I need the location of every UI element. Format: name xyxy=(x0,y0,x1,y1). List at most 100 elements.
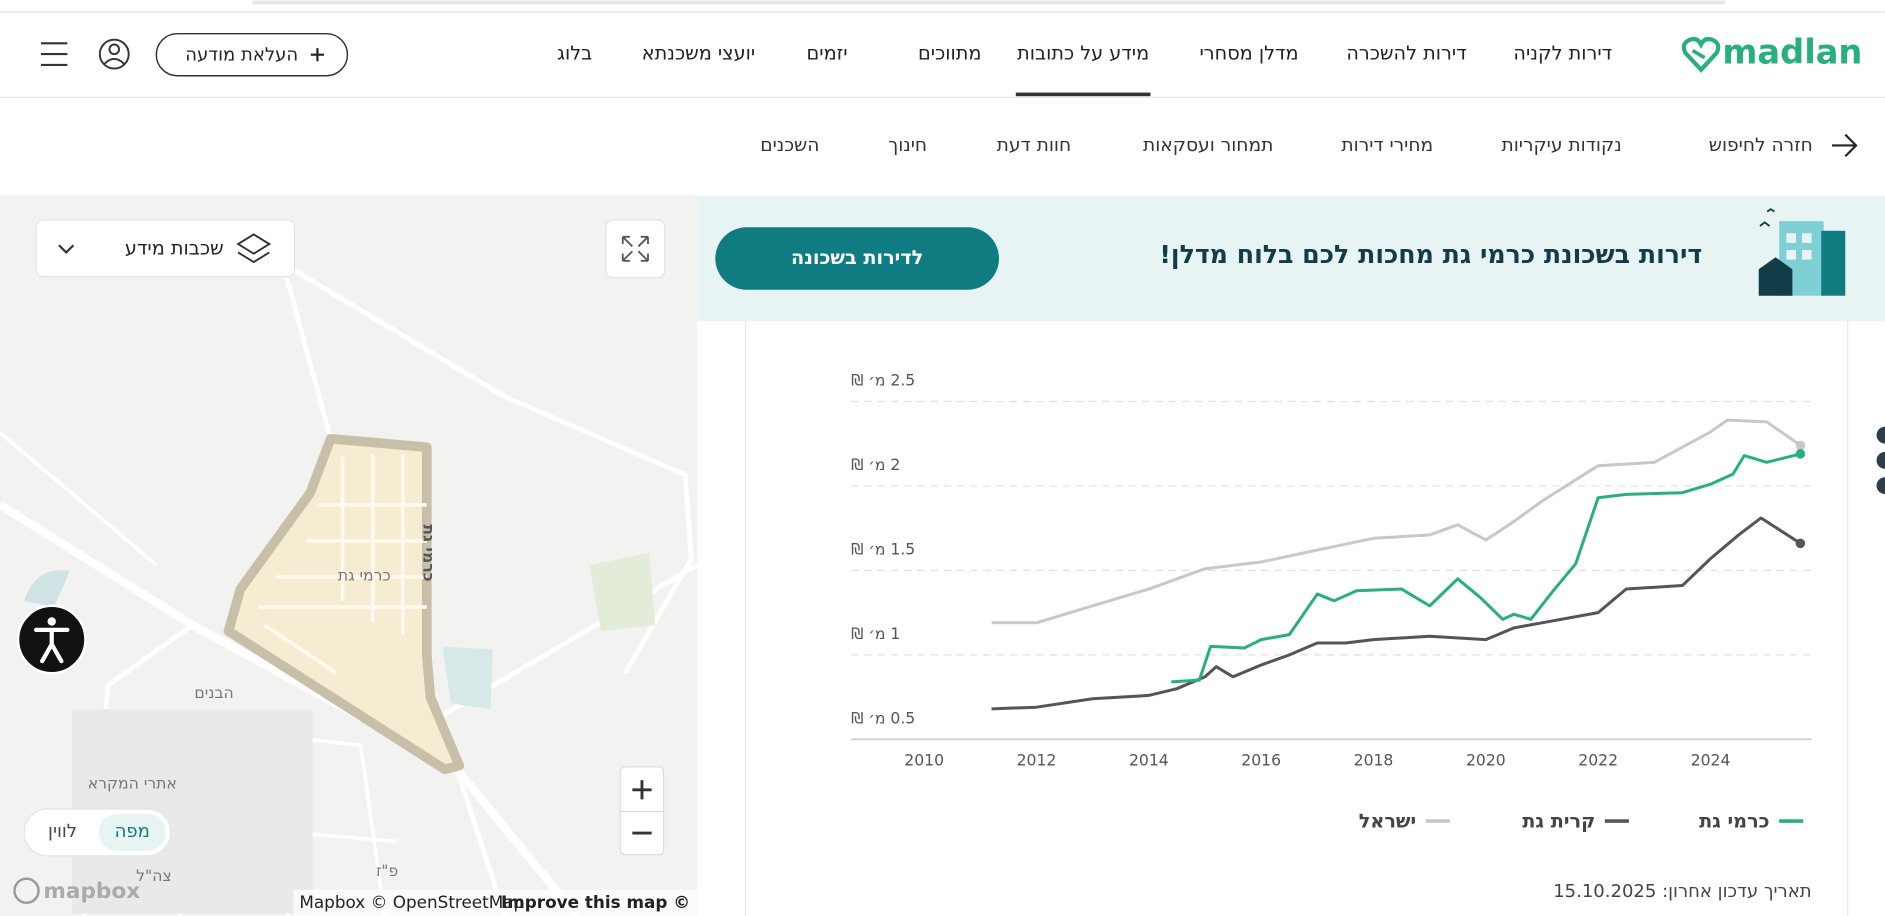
dot-nav[interactable] xyxy=(1876,451,1885,469)
banner-button-label: לדירות בשכונה xyxy=(791,246,923,269)
layers-box xyxy=(35,219,296,278)
accessibility-button[interactable] xyxy=(16,604,87,675)
end-dot xyxy=(1795,538,1806,549)
neighborhood-streets xyxy=(258,454,427,675)
nav-item[interactable]: דירות לקניה xyxy=(1513,42,1612,65)
series-line xyxy=(991,418,1802,625)
road xyxy=(81,239,699,916)
x-tick-label: 2016 xyxy=(1241,751,1281,769)
attribution-bg xyxy=(293,889,698,916)
y-tick-label: 2 מ׳ ₪ xyxy=(851,456,900,474)
tab[interactable]: חינוך xyxy=(888,135,927,156)
x-tick-label: 2012 xyxy=(1017,751,1057,769)
dot-nav[interactable] xyxy=(1876,426,1885,444)
toggle-satellite[interactable]: לווין xyxy=(48,821,77,842)
nav-item[interactable]: מתווכים xyxy=(918,42,981,65)
post-button-bg xyxy=(155,32,349,77)
series-line xyxy=(1171,452,1801,684)
logo-text: madlan xyxy=(1722,33,1862,72)
back-link[interactable]: חזרה לחיפוש xyxy=(1709,135,1813,156)
user-head xyxy=(108,43,121,56)
attribution[interactable]: Mapbox © OpenStreetMap xyxy=(299,892,524,912)
house xyxy=(1758,257,1793,296)
end-dot xyxy=(1795,440,1806,451)
subnav xyxy=(0,98,1885,195)
chevron xyxy=(58,244,75,254)
user-circle xyxy=(98,38,130,70)
banner-text: דירות בשכונת כרמי גת מחכות לכם בלוח מדלן… xyxy=(1159,240,1702,269)
user-icon[interactable] xyxy=(98,38,130,70)
park xyxy=(589,552,656,632)
legend-label: ישראל xyxy=(1359,810,1416,833)
x-tick-label: 2024 xyxy=(1691,751,1731,769)
mapbox-icon xyxy=(13,877,40,904)
y-tick-label: 2.5 מ׳ ₪ xyxy=(851,372,915,390)
y-tick-label: 0.5 מ׳ ₪ xyxy=(851,709,915,727)
map-label: פ"ז xyxy=(376,862,398,880)
banner-button-bg xyxy=(715,227,999,290)
expand-box xyxy=(605,219,666,279)
birds xyxy=(1759,208,1775,227)
nav-item[interactable]: יועצי משכנתא xyxy=(642,42,755,65)
y-tick-label: 1 מ׳ ₪ xyxy=(851,625,900,643)
layers-icon xyxy=(236,233,272,264)
end-dot xyxy=(1795,449,1806,459)
dot-nav[interactable] xyxy=(1876,477,1885,495)
street-label: כרמי גת xyxy=(420,524,438,581)
x-tick-label: 2010 xyxy=(904,751,944,769)
banner-illustration xyxy=(1758,208,1846,296)
post-button-label: העלאת מודעה xyxy=(185,44,298,65)
accessibility-head xyxy=(47,617,56,626)
chart: 0.5 מ׳ ₪ 1 מ׳ ₪ 1.5 מ׳ ₪ 2 מ׳ ₪ 2.5 מ׳ ₪ 2010… xyxy=(851,372,1812,833)
legend-label: קרית גת xyxy=(1522,810,1595,833)
view-toggle[interactable]: מפה לווין xyxy=(23,808,172,857)
banner-button[interactable]: לדירות בשכונה xyxy=(715,227,999,290)
toggle-active xyxy=(98,813,166,852)
map-label: צה"ל xyxy=(136,867,172,885)
menu-icon[interactable] xyxy=(40,42,68,66)
logo[interactable]: madlan xyxy=(1681,33,1863,73)
logo-icon xyxy=(1681,36,1721,73)
map-label: הבנים xyxy=(194,684,233,702)
tab[interactable]: נקודות עיקריות xyxy=(1501,135,1621,156)
series-line xyxy=(991,516,1802,711)
tab[interactable]: תמחור ועסקאות xyxy=(1143,135,1273,156)
map-label: כרמי גת xyxy=(338,566,391,584)
tab[interactable]: חוות דעת xyxy=(997,135,1072,156)
nav-item[interactable]: מדלן מסחרי xyxy=(1200,42,1299,65)
plus-icon xyxy=(310,48,325,62)
tab[interactable]: מחירי דירות xyxy=(1341,135,1433,156)
zoom-icons xyxy=(632,780,652,835)
x-tick-label: 2018 xyxy=(1354,751,1394,769)
back-arrow[interactable] xyxy=(1832,133,1858,158)
legend-label: כרמי גת xyxy=(1699,810,1769,833)
mapbox-logo: mapbox xyxy=(43,879,140,904)
zoom-control[interactable] xyxy=(619,766,665,856)
tab[interactable]: השכנים xyxy=(760,135,819,156)
map-label: אתרי המקרא xyxy=(88,774,177,792)
logo-icon-line xyxy=(1691,48,1706,60)
water xyxy=(24,570,70,608)
windows xyxy=(1786,233,1812,260)
expand-button[interactable] xyxy=(605,219,666,279)
active-underline xyxy=(1015,92,1151,97)
map[interactable]: כרמי גת כרמי גת הבנים אתרי המקרא צה"ל פ"… xyxy=(0,194,699,916)
post-button[interactable]: העלאת מודעה xyxy=(155,32,349,77)
layers-control[interactable]: שכבות מידע xyxy=(35,219,296,278)
toggle-map[interactable]: מפה xyxy=(115,821,150,842)
nav-item[interactable]: דירות להשכרה xyxy=(1346,42,1466,65)
building xyxy=(1821,230,1846,296)
x-tick-label: 2014 xyxy=(1129,751,1169,769)
expand-icon xyxy=(621,235,649,262)
x-tick-label: 2022 xyxy=(1578,751,1618,769)
improve-map[interactable]: Improve this map © xyxy=(501,892,690,912)
user-body xyxy=(103,57,125,65)
nav-item[interactable]: יזמים xyxy=(807,42,848,65)
nav-item[interactable]: בלוג xyxy=(557,42,592,65)
layers-label: שכבות מידע xyxy=(125,236,224,259)
water xyxy=(442,646,493,710)
nav-item-active[interactable]: מידע על כתובות xyxy=(1017,42,1149,65)
urban-area xyxy=(72,709,313,914)
